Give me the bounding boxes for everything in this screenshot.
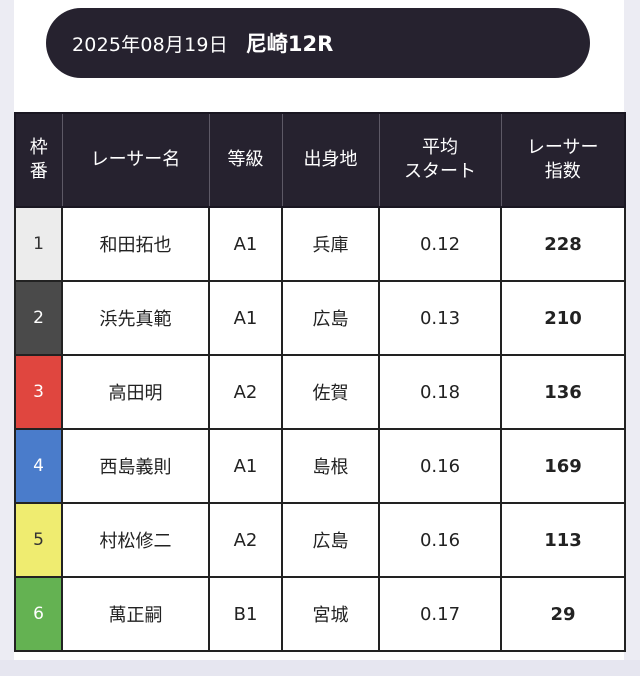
frame-number: 6 <box>14 576 63 652</box>
col-header-class: 等級 <box>208 112 283 208</box>
table-row: 4 西島義則 A1 島根 0.16 169 <box>14 428 626 504</box>
racer-class: B1 <box>208 576 283 652</box>
racer-name: 高田明 <box>61 354 210 430</box>
racer-index: 113 <box>500 502 626 578</box>
racer-class: A1 <box>208 206 283 282</box>
col-header-frame: 枠 番 <box>14 112 63 208</box>
racer-index: 228 <box>500 206 626 282</box>
avg-start: 0.18 <box>378 354 502 430</box>
racer-table: 枠 番 レーサー名 等級 出身地 平均 スタート レーサー <box>14 112 626 652</box>
racer-origin: 広島 <box>281 280 380 356</box>
col-header-racer-name: レーサー名 <box>61 112 210 208</box>
racer-class: A2 <box>208 354 283 430</box>
table-row: 1 和田拓也 A1 兵庫 0.12 228 <box>14 206 626 282</box>
avg-start: 0.12 <box>378 206 502 282</box>
table-row: 6 萬正嗣 B1 宮城 0.17 29 <box>14 576 626 652</box>
avg-start: 0.13 <box>378 280 502 356</box>
col-header-origin: 出身地 <box>281 112 380 208</box>
col-header-avg-start: 平均 スタート <box>378 112 502 208</box>
avg-start: 0.17 <box>378 576 502 652</box>
racer-origin: 佐賀 <box>281 354 380 430</box>
table-row: 5 村松修二 A2 広島 0.16 113 <box>14 502 626 578</box>
racer-origin: 島根 <box>281 428 380 504</box>
avg-start: 0.16 <box>378 428 502 504</box>
avg-start: 0.16 <box>378 502 502 578</box>
racer-name: 西島義則 <box>61 428 210 504</box>
racer-name: 村松修二 <box>61 502 210 578</box>
bottom-margin <box>0 660 640 676</box>
frame-number: 1 <box>14 206 63 282</box>
race-date: 2025年08月19日 <box>72 33 228 56</box>
racer-index: 169 <box>500 428 626 504</box>
race-header: 2025年08月19日 尼崎12R <box>46 8 590 78</box>
frame-number: 3 <box>14 354 63 430</box>
col-header-racer-index: レーサー 指数 <box>500 112 626 208</box>
racer-origin: 広島 <box>281 502 380 578</box>
frame-number: 4 <box>14 428 63 504</box>
racer-class: A1 <box>208 280 283 356</box>
race-venue: 尼崎12R <box>245 32 334 56</box>
frame-number: 2 <box>14 280 63 356</box>
frame-number: 5 <box>14 502 63 578</box>
table-header-row: 枠 番 レーサー名 等級 出身地 平均 スタート レーサー <box>14 112 626 208</box>
racer-name: 萬正嗣 <box>61 576 210 652</box>
racer-origin: 兵庫 <box>281 206 380 282</box>
racer-class: A1 <box>208 428 283 504</box>
table-row: 3 高田明 A2 佐賀 0.18 136 <box>14 354 626 430</box>
racer-index: 210 <box>500 280 626 356</box>
right-margin <box>624 0 640 676</box>
racer-class: A2 <box>208 502 283 578</box>
left-margin <box>0 0 14 676</box>
racer-index: 29 <box>500 576 626 652</box>
racer-origin: 宮城 <box>281 576 380 652</box>
table-row: 2 浜先真範 A1 広島 0.13 210 <box>14 280 626 356</box>
racer-name: 浜先真範 <box>61 280 210 356</box>
racer-index: 136 <box>500 354 626 430</box>
racer-name: 和田拓也 <box>61 206 210 282</box>
